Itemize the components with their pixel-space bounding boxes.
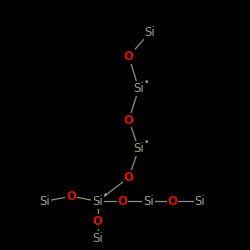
Text: Si: Si [194, 195, 205, 208]
Text: O: O [118, 195, 128, 208]
Text: O: O [168, 195, 177, 208]
Text: O: O [92, 215, 102, 228]
Text: •: • [103, 190, 108, 200]
Text: Si: Si [134, 82, 144, 95]
Text: •: • [144, 78, 150, 87]
Text: •: • [144, 138, 150, 147]
Text: Si: Si [144, 26, 156, 39]
Text: O: O [66, 190, 76, 203]
Text: Si: Si [144, 195, 154, 208]
Text: Si: Si [92, 195, 103, 208]
Text: Si: Si [134, 142, 144, 155]
Text: Si: Si [40, 195, 50, 208]
Text: O: O [124, 114, 134, 126]
Text: O: O [124, 171, 134, 184]
Text: Si: Si [92, 232, 103, 245]
Text: O: O [124, 50, 134, 63]
